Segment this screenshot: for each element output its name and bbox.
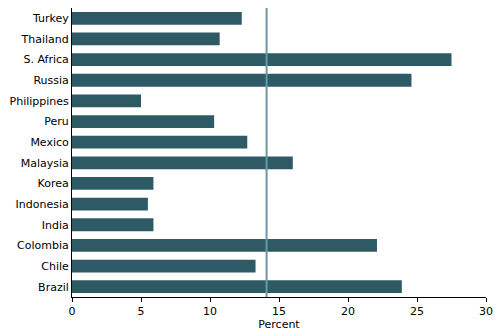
svg-text:S. Africa: S. Africa (23, 53, 68, 66)
svg-text:Russia: Russia (33, 74, 68, 87)
svg-text:20: 20 (341, 305, 355, 318)
svg-text:Brazil: Brazil (38, 281, 69, 294)
svg-text:Chile: Chile (41, 260, 69, 273)
svg-text:0: 0 (69, 305, 76, 318)
svg-text:10: 10 (203, 305, 217, 318)
svg-text:Philippines: Philippines (10, 95, 70, 108)
svg-text:15: 15 (272, 305, 286, 318)
svg-text:Indonesia: Indonesia (16, 198, 69, 211)
svg-text:Thailand: Thailand (21, 33, 69, 46)
svg-text:Mexico: Mexico (30, 136, 69, 149)
svg-text:Korea: Korea (38, 177, 69, 190)
svg-text:Percent: Percent (258, 318, 300, 331)
svg-text:Malaysia: Malaysia (21, 157, 69, 170)
svg-text:30: 30 (479, 305, 493, 318)
svg-text:25: 25 (410, 305, 424, 318)
svg-text:Turkey: Turkey (32, 12, 69, 25)
svg-text:5: 5 (138, 305, 145, 318)
svg-text:India: India (42, 219, 69, 232)
svg-text:Colombia: Colombia (17, 239, 69, 252)
svg-text:Peru: Peru (44, 115, 69, 128)
